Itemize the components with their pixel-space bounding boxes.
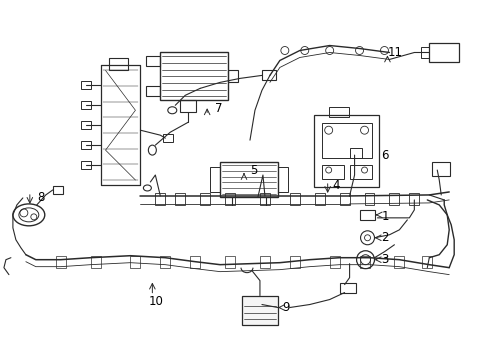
Bar: [322, 165, 343, 179]
Bar: [340, 193, 349, 205]
Bar: [360, 256, 369, 268]
Bar: [160, 53, 228, 100]
Bar: [91, 256, 100, 268]
Bar: [160, 256, 171, 268]
Bar: [432, 162, 450, 176]
Bar: [429, 42, 459, 62]
Bar: [330, 256, 340, 268]
Bar: [278, 167, 288, 192]
Bar: [242, 296, 278, 325]
Bar: [390, 193, 399, 205]
Text: 3: 3: [382, 253, 389, 266]
Text: 8: 8: [37, 192, 44, 204]
Text: 10: 10: [148, 295, 163, 308]
Bar: [340, 283, 356, 293]
Bar: [422, 256, 432, 268]
Bar: [81, 81, 91, 89]
Bar: [228, 71, 238, 82]
Bar: [290, 256, 300, 268]
Bar: [394, 256, 404, 268]
Bar: [108, 58, 128, 71]
Bar: [329, 107, 348, 117]
Bar: [53, 186, 63, 194]
Bar: [322, 123, 371, 158]
Bar: [147, 86, 160, 96]
Bar: [163, 134, 173, 142]
Bar: [315, 193, 325, 205]
Bar: [190, 256, 200, 268]
Text: 9: 9: [282, 301, 290, 314]
Bar: [180, 100, 196, 112]
Text: 7: 7: [215, 102, 222, 115]
Bar: [220, 162, 278, 197]
Bar: [349, 165, 371, 179]
Bar: [262, 71, 276, 80]
Bar: [210, 167, 220, 192]
Text: 11: 11: [388, 46, 402, 59]
Bar: [130, 256, 141, 268]
Bar: [260, 193, 270, 205]
Bar: [225, 193, 235, 205]
Bar: [81, 101, 91, 109]
Bar: [260, 256, 270, 268]
Text: 5: 5: [250, 163, 257, 176]
Bar: [314, 115, 379, 187]
Text: 4: 4: [333, 180, 340, 193]
Bar: [147, 57, 160, 67]
Bar: [365, 193, 374, 205]
Bar: [81, 121, 91, 129]
Text: 1: 1: [382, 210, 389, 223]
Text: 2: 2: [382, 231, 389, 244]
Bar: [81, 141, 91, 149]
Bar: [409, 193, 419, 205]
Bar: [56, 256, 66, 268]
Bar: [349, 148, 362, 158]
Bar: [421, 46, 429, 58]
Bar: [200, 193, 210, 205]
Bar: [360, 210, 375, 220]
Bar: [155, 193, 165, 205]
Bar: [175, 193, 185, 205]
Text: 6: 6: [382, 149, 389, 162]
Bar: [225, 256, 235, 268]
Bar: [290, 193, 300, 205]
Bar: [81, 161, 91, 169]
